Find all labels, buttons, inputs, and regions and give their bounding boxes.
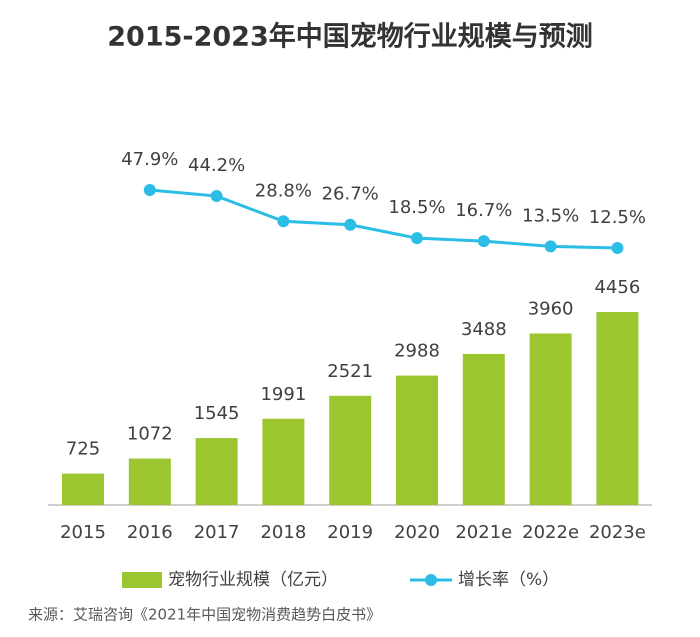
growth-point [277,215,290,228]
growth-point [143,184,156,196]
x-tick-label: 2019 [327,522,373,543]
bar-value-label: 2521 [327,361,373,382]
growth-line [149,188,618,250]
x-tick-label: 2022e [522,522,579,543]
legend-label: 增长率（%） [458,570,559,590]
chart-title: 2015-2023年中国宠物行业规模与预测 [107,21,593,53]
growth-point [544,240,557,253]
growth-point [411,232,423,245]
x-tick-label: 2021e [455,522,512,543]
bar [596,312,639,505]
growth-value-label: 18.5% [388,197,445,218]
x-tick-label: 2023e [589,522,646,543]
bar-value-label: 3960 [528,298,574,319]
legend-label: 宠物行业规模（亿元） [168,570,338,590]
x-tick-label: 2018 [260,522,306,543]
growth-point [344,218,357,231]
bar-value-label: 1072 [127,424,173,445]
legend-swatch-dot [425,574,437,586]
growth-point [210,190,223,203]
legend-swatch-bar [122,572,162,588]
bar-value-label: 4456 [594,277,640,298]
bar [529,333,572,505]
growth-value-label: 28.8% [255,180,312,201]
x-tick-label: 2017 [194,522,240,543]
bar [329,395,372,505]
growth-point [477,235,490,248]
growth-value-label: 26.7% [322,184,379,205]
growth-value-label: 16.7% [455,200,512,221]
bar-value-label: 725 [66,439,100,460]
bar [62,473,104,505]
bar [396,375,438,505]
growth-value-label: 47.9% [121,149,178,170]
bar-value-label: 1545 [194,403,240,424]
growth-value-label: 13.5% [522,205,579,226]
x-tick-label: 2016 [127,522,173,543]
x-tick-label: 2020 [394,522,440,543]
growth-point [611,242,624,254]
bar-value-label: 3488 [461,319,507,340]
bar [128,458,171,505]
bar [262,418,305,505]
source-note: 来源：艾瑞咨询《2021年中国宠物消费趋势白皮书》 [28,606,381,624]
growth-value-label: 12.5% [589,207,646,228]
bar-value-label: 2988 [394,341,440,362]
bar [462,353,505,505]
bar [195,438,238,505]
x-tick-label: 2015 [60,522,106,543]
bar-value-label: 1991 [260,384,306,405]
growth-value-label: 44.2% [188,155,245,176]
